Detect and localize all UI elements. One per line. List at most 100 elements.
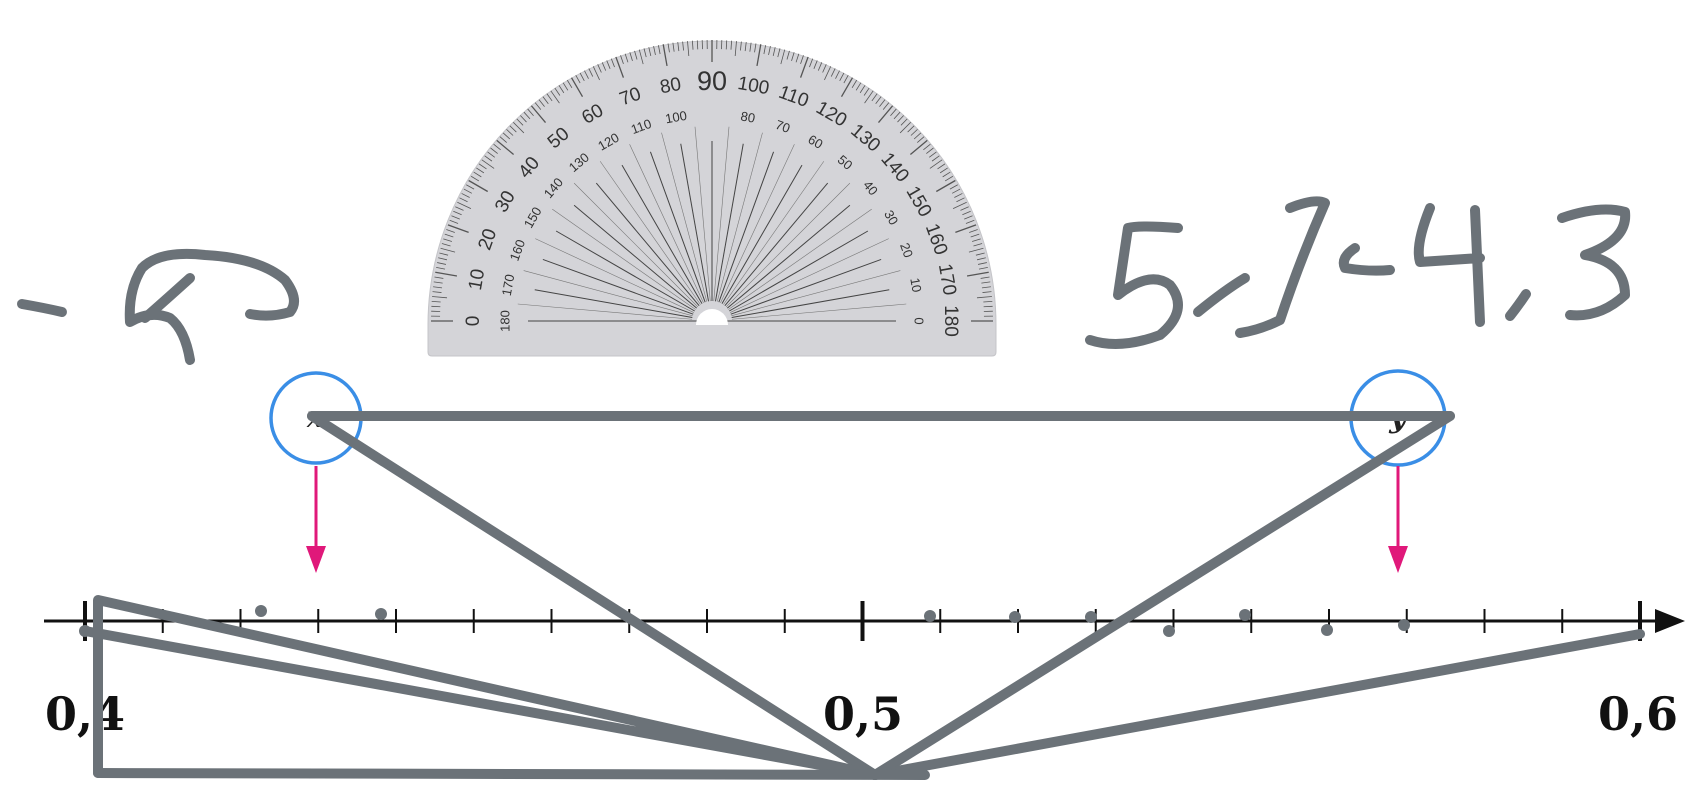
protractor-tick — [890, 108, 897, 116]
protractor-tick — [466, 184, 475, 190]
protractor-inner-label: 80 — [740, 108, 757, 125]
protractor-ray — [724, 182, 829, 307]
protractor-tick — [481, 159, 495, 169]
protractor-tick — [917, 136, 925, 143]
protractor-tick — [516, 118, 524, 126]
protractor-ray — [573, 182, 699, 308]
protractor-ray — [649, 151, 706, 303]
protractor-tick — [463, 188, 473, 194]
protractor-tick — [780, 49, 786, 65]
protractor-inner-label: 60 — [806, 132, 826, 152]
protractor-tick — [824, 66, 832, 81]
protractor-tick — [843, 75, 849, 84]
protractor-tick — [863, 87, 870, 96]
protractor-center-notch — [696, 309, 728, 325]
protractor-tick — [768, 46, 771, 56]
number-line-label-left: 0,4 — [45, 687, 125, 741]
protractor-ray — [542, 258, 694, 315]
protractor-tick — [620, 55, 624, 64]
protractor-tick — [744, 42, 747, 52]
protractor-tick — [672, 42, 675, 52]
ink-scribbles — [17, 196, 1645, 780]
protractor-tick — [433, 281, 443, 284]
protractor-tick — [542, 96, 549, 105]
protractor-tick — [749, 42, 752, 52]
protractor-tick — [777, 48, 781, 58]
protractor-tick — [980, 276, 990, 279]
protractor-tick — [455, 206, 464, 211]
protractor-inner-label: 160 — [507, 237, 529, 263]
protractor-ray — [718, 151, 775, 303]
protractor-outer-label: 180 — [940, 305, 961, 337]
protractor-tick — [487, 151, 496, 158]
arrow-y-to-line — [1388, 466, 1408, 573]
protractor-ray — [728, 208, 872, 310]
number-line-arrowhead — [1655, 609, 1685, 633]
protractor-ray — [599, 161, 701, 305]
protractor-tick — [976, 257, 986, 261]
protractor-ray — [534, 289, 693, 319]
protractor-tick — [478, 163, 487, 170]
protractor-tick — [449, 219, 459, 224]
protractor-inner-label: 100 — [664, 108, 688, 127]
protractor-inner-label: 10 — [907, 277, 924, 294]
protractor-tick — [629, 52, 633, 62]
protractor-tick — [839, 72, 845, 82]
protractor-tick — [496, 139, 515, 156]
protractor-outer-label: 10 — [465, 267, 489, 291]
protractor-tick — [893, 111, 901, 120]
ink-line-vertex-to-right — [870, 629, 1645, 780]
protractor-tick — [734, 41, 737, 57]
protractor-tick — [907, 125, 915, 133]
protractor-tick — [566, 79, 573, 89]
protractor-tick — [447, 224, 469, 234]
protractor-ray — [729, 238, 889, 313]
protractor-ray — [720, 144, 795, 304]
protractor-tick — [558, 85, 565, 94]
protractor-tick — [432, 296, 448, 299]
protractor-tick — [971, 238, 981, 242]
protractor-tick — [840, 77, 854, 98]
protractor-tick — [754, 43, 757, 53]
protractor-ray — [680, 143, 710, 302]
protractor-tick — [584, 70, 589, 79]
protractor-tick — [441, 243, 451, 247]
protractor-tick — [931, 155, 940, 162]
protractor-ray — [731, 289, 890, 319]
protractor-tick — [809, 58, 814, 68]
protractor-tick — [437, 262, 447, 265]
protractor-ray — [721, 164, 803, 304]
ink-digit-3 — [1557, 204, 1631, 321]
protractor-tick — [879, 99, 886, 107]
protractor-ray — [713, 126, 730, 302]
protractor-tick — [476, 167, 485, 174]
protractor-tick — [817, 62, 823, 71]
protractor-tick — [638, 49, 644, 65]
protractor-ray — [552, 208, 696, 310]
protractor-tick — [677, 42, 680, 52]
protractor-tick — [799, 56, 809, 78]
protractor-tick — [951, 188, 961, 194]
protractor-ray — [731, 303, 907, 320]
protractor-ray — [716, 132, 763, 302]
protractor-tick — [954, 193, 963, 198]
protractor-tick — [530, 105, 547, 124]
protractor-tick — [786, 50, 790, 60]
protractor-tick — [468, 179, 489, 193]
protractor-tick — [691, 40, 694, 50]
protractor-ray — [723, 161, 825, 305]
protractor-tick — [575, 75, 581, 84]
ink-dash — [1193, 273, 1250, 317]
protractor-ray — [517, 303, 693, 320]
protractor-ray — [573, 204, 698, 309]
protractor-tick — [436, 266, 446, 270]
protractor-tick — [875, 96, 882, 105]
protractor-inner-label: 30 — [881, 207, 901, 227]
protractor-tick — [667, 43, 670, 53]
protractor-tick — [772, 47, 776, 57]
protractor-tick — [830, 68, 836, 77]
protractor-ray — [555, 230, 695, 312]
protractor-tick — [440, 247, 456, 253]
protractor-inner-label: 180 — [497, 310, 512, 332]
